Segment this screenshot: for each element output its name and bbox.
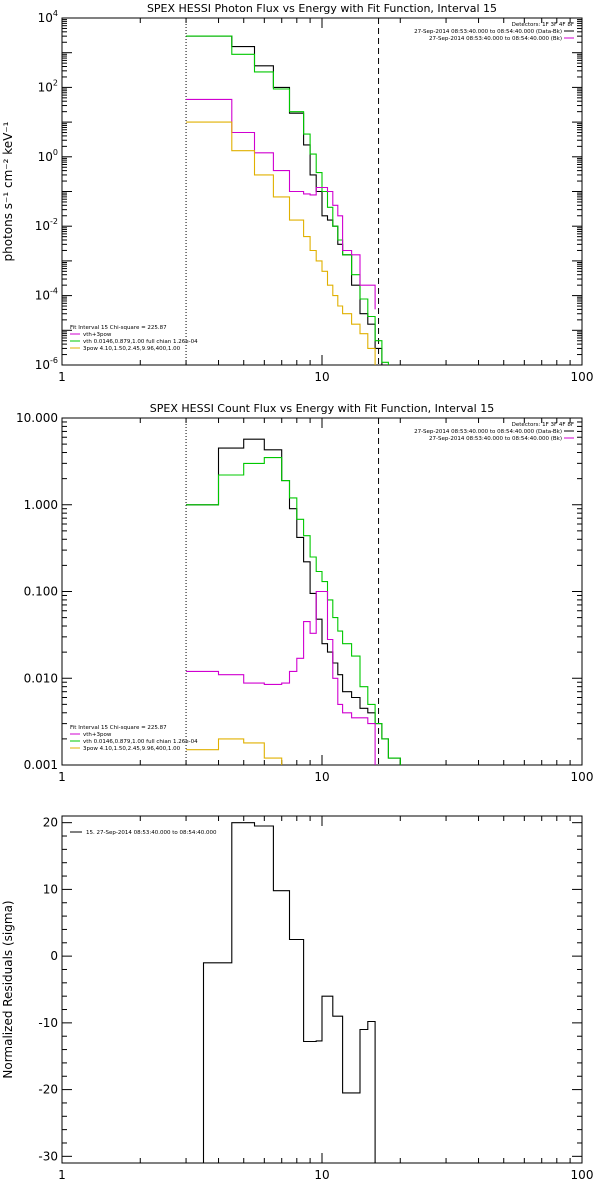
legend-entry: vth 0.0146,0.879,1.00 full chian 1.26e-0…: [83, 339, 198, 345]
chart-title: SPEX HESSI Count Flux vs Energy with Fit…: [150, 402, 494, 415]
y-tick-label: 104: [38, 9, 58, 25]
legend-entry: 27-Sep-2014 08:53:40.000 to 08:54:40.000…: [429, 436, 562, 442]
x-tick-label: 100: [571, 770, 594, 784]
legend-entry: 27-Sep-2014 08:53:40.000 to 08:54:40.000…: [429, 36, 562, 42]
legend-detectors: Detectors: 1F 3F 4F 8F: [512, 422, 574, 428]
y-tick-label: 10.000: [16, 411, 58, 425]
y-tick-label: 0.100: [24, 585, 58, 599]
x-tick-label: 1: [58, 1168, 66, 1182]
series-group: [186, 438, 401, 765]
series-line-3: [186, 98, 376, 310]
y-tick-label: -10: [38, 1016, 58, 1030]
y-tick-label: 100: [38, 148, 58, 164]
y-tick-label: -30: [38, 1149, 58, 1163]
series-line-1: [186, 822, 376, 1163]
y-tick-label: 0.010: [24, 671, 58, 685]
y-tick-label: 10-6: [35, 356, 58, 372]
legend-entry: vth 0.0146,0.879,1.00 full chian 1.26e-0…: [83, 739, 198, 745]
x-tick-label: 1: [58, 770, 66, 784]
legend-fit-header: Fit Interval 15 Chi-square = 225.87: [70, 725, 167, 731]
y-tick-label: 0.001: [24, 758, 58, 772]
legend-entry: 3pow 4.10,1.50,2.45,9.96,400,1.00: [83, 746, 181, 752]
legend-entry: vth+3pow: [83, 332, 112, 338]
legend-detectors: Detectors: 1F 3F 4F 8F: [512, 22, 574, 28]
legend-entry: 27-Sep-2014 08:53:40.000 to 08:54:40.000…: [414, 429, 562, 435]
x-tick-label: 10: [314, 770, 329, 784]
y-tick-label: 1.000: [24, 498, 58, 512]
y-tick-label: 10-2: [35, 217, 58, 233]
legend-entry: 27-Sep-2014 08:53:40.000 to 08:54:40.000…: [414, 29, 562, 35]
y-tick-label: -20: [38, 1083, 58, 1097]
chart-title: SPEX HESSI Photon Flux vs Energy with Fi…: [147, 2, 497, 15]
x-tick-label: 100: [571, 1168, 594, 1182]
series-line-4: [186, 738, 283, 765]
y-tick-label: 20: [43, 816, 58, 830]
y-tick-label: 10: [43, 882, 58, 896]
x-tick-label: 100: [571, 370, 594, 384]
series-line-1: [186, 35, 383, 365]
series-line-4: [186, 121, 376, 365]
series-group: [186, 822, 376, 1163]
x-tick-label: 10: [314, 370, 329, 384]
legend-entry: 15. 27-Sep-2014 08:53:40.000 to 08:54:40…: [86, 830, 217, 836]
legend-fit-header: Fit Interval 15 Chi-square = 225.87: [70, 325, 167, 331]
series-line-2: [186, 457, 401, 765]
y-tick-label: 0: [50, 949, 58, 963]
series-group: [186, 35, 389, 365]
x-tick-label: 10: [314, 1168, 329, 1182]
y-axis-label: Normalized Residuals (sigma): [1, 900, 15, 1078]
series-line-3: [186, 590, 376, 765]
legend-entry: vth+3pow: [83, 732, 112, 738]
y-tick-label: 102: [38, 78, 58, 94]
chart-panel-3: 1 10 100 -30 -20 -10 0 10 20 Normalized Residuals…: [1, 815, 594, 1182]
y-tick-label: 10-4: [35, 287, 58, 303]
legend-entry: 3pow 4.10,1.50,2.45,9.96,400,1.00: [83, 346, 181, 352]
chart-panel-1: SPEX HESSI Photon Flux vs Energy with Fi…: [1, 2, 594, 384]
chart-panel-2: SPEX HESSI Count Flux vs Energy with Fit…: [16, 402, 593, 784]
y-axis-label: photons s⁻¹ cm⁻² keV⁻¹: [1, 121, 15, 261]
x-tick-label: 1: [58, 370, 66, 384]
